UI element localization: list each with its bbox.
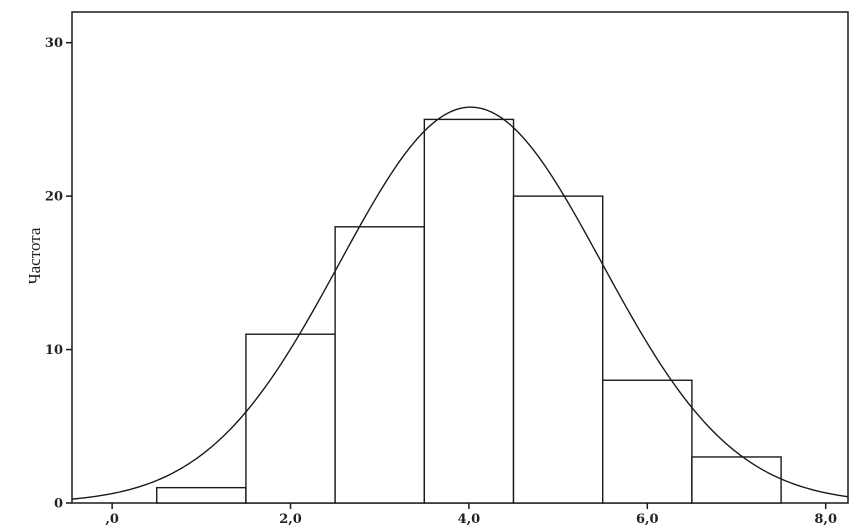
histogram-bar: [691, 456, 782, 504]
histogram-bar: [602, 379, 693, 504]
x-tick-label: 6,0: [636, 512, 659, 526]
y-axis: 0 10 20 30: [45, 36, 72, 512]
histogram-bar: [245, 333, 336, 504]
histogram-bar: [423, 118, 515, 504]
y-tick-label: 0: [54, 497, 63, 512]
bars-group: [156, 118, 782, 504]
histogram-bar: [512, 195, 604, 504]
y-axis-title: Частота: [25, 227, 44, 284]
x-tick-label: 8,0: [814, 512, 837, 526]
y-tick-label: 10: [45, 343, 63, 358]
normal-curve: [71, 106, 849, 500]
y-tick-label: 20: [45, 190, 63, 205]
y-tick-label: 30: [45, 36, 63, 51]
x-axis: ,0 2,0 4,0 6,0 8,0: [105, 503, 837, 526]
histogram-bar: [334, 226, 426, 504]
x-tick-label: 2,0: [279, 512, 302, 526]
histogram-bar: [156, 486, 247, 504]
x-tick-label: 4,0: [458, 512, 481, 526]
x-tick-label: ,0: [105, 512, 119, 526]
